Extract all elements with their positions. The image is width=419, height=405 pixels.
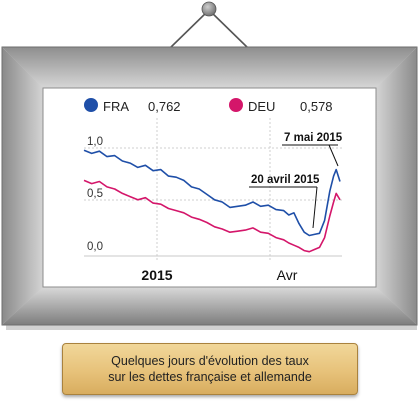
annotation-label-7-mai: 7 mai 2015: [284, 132, 343, 144]
series-line-fra: [83, 149, 341, 237]
legend-label-deu: DEU: [248, 99, 275, 114]
picture-frame: [1, 46, 418, 330]
legend-label-fra: FRA: [103, 99, 129, 114]
legend-value-deu: 0,578: [300, 99, 333, 114]
gridlines: [84, 118, 342, 262]
annotation-20-avril: 20 avril 2015: [249, 174, 320, 229]
y-tick-05: 0,5: [87, 188, 103, 200]
chart: FRA 0,762 DEU 0,578 1,0 0,5 0,0 20 avril…: [83, 98, 343, 283]
y-tick-1: 1,0: [87, 136, 103, 148]
series-line-deu: [83, 179, 341, 253]
caption-box: Quelques jours d'évolution des taux sur …: [62, 343, 358, 395]
x-tick-2015: 2015: [141, 267, 172, 283]
legend: FRA 0,762 DEU 0,578: [84, 98, 333, 114]
legend-dot-fra: [84, 98, 98, 112]
caption-line-1: Quelques jours d'évolution des taux: [111, 354, 309, 368]
nail-icon: [201, 1, 217, 17]
x-tick-avr: Avr: [277, 267, 298, 283]
y-tick-0: 0,0: [87, 241, 103, 253]
legend-dot-deu: [229, 98, 243, 112]
caption-line-2: sur les dettes française et allemande: [108, 370, 312, 384]
legend-value-fra: 0,762: [148, 99, 181, 114]
annotation-7-mai: 7 mai 2015: [282, 132, 343, 167]
annotation-label-20-avril: 20 avril 2015: [251, 174, 320, 186]
hanging-wire: [169, 1, 249, 49]
